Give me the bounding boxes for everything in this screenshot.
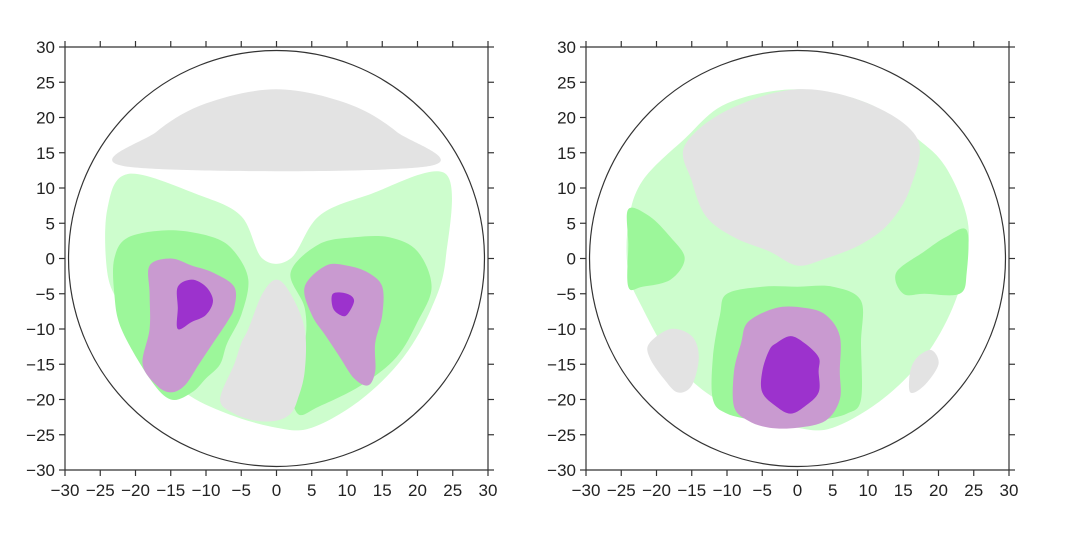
y-tick-label: −5	[36, 285, 55, 304]
y-tick-label: 0	[46, 250, 55, 269]
contour-region-level-0	[220, 279, 307, 422]
x-tick-label: −10	[192, 481, 221, 500]
x-tick-label: −30	[572, 481, 601, 500]
x-tick-label: 5	[307, 481, 316, 500]
x-tick-label: −10	[713, 481, 742, 500]
y-tick-label: 10	[36, 179, 55, 198]
y-tick-label: 10	[557, 179, 576, 198]
head-outline	[588, 49, 1007, 468]
y-tick-label: −10	[26, 320, 55, 339]
contour-region-level-0	[908, 349, 939, 394]
x-tick-label: 25	[964, 481, 983, 500]
y-tick-label: 25	[36, 73, 55, 92]
x-tick-label: −25	[607, 481, 636, 500]
y-tick-label: 5	[46, 214, 55, 233]
contour-region-level-0	[112, 89, 441, 172]
y-tick-label: −5	[557, 285, 576, 304]
contour-region-level-3	[304, 263, 384, 386]
x-tick-label: 30	[1000, 481, 1019, 500]
y-tick-label: 20	[36, 109, 55, 128]
x-tick-label: −5	[232, 481, 251, 500]
y-tick-label: −15	[26, 355, 55, 374]
y-tick-label: −20	[26, 391, 55, 410]
x-tick-label: 20	[929, 481, 948, 500]
y-tick-label: −30	[547, 461, 576, 480]
x-tick-label: −20	[642, 481, 671, 500]
x-tick-label: 25	[443, 481, 462, 500]
y-tick-label: 30	[36, 38, 55, 57]
x-tick-label: −15	[156, 481, 185, 500]
x-tick-label: 15	[894, 481, 913, 500]
y-tick-label: 20	[557, 109, 576, 128]
y-tick-label: 25	[557, 73, 576, 92]
x-tick-label: −5	[753, 481, 772, 500]
x-tick-label: −25	[86, 481, 115, 500]
x-tick-label: −20	[121, 481, 150, 500]
x-tick-label: 10	[859, 481, 878, 500]
contour-fills	[626, 89, 969, 431]
y-tick-label: 15	[557, 144, 576, 163]
y-tick-label: −20	[547, 391, 576, 410]
y-tick-label: 0	[567, 250, 576, 269]
y-tick-label: 5	[567, 214, 576, 233]
x-tick-label: 20	[408, 481, 427, 500]
x-tick-label: 0	[272, 481, 281, 500]
x-tick-label: 0	[793, 481, 802, 500]
y-tick-label: 30	[557, 38, 576, 57]
left-topo-map: −30 −25 −20 −15 −10 −5 0 5 10 15 20 25 30 30 25 20 15 10 5…	[26, 38, 497, 500]
x-tick-label: 30	[479, 481, 498, 500]
contour-region-level-2	[626, 207, 685, 291]
contour-region-level-2	[895, 228, 969, 296]
contour-region-level-0	[682, 89, 920, 266]
contour-region-level-0	[647, 328, 699, 393]
x-tick-label: 5	[828, 481, 837, 500]
x-tick-label: −30	[51, 481, 80, 500]
y-tick-label: −30	[26, 461, 55, 480]
y-tick-label: −15	[547, 355, 576, 374]
right-topo-map: −30 −25 −20 −15 −10 −5 0 5 10 15 20 25 30 30 25 20 15 10 5…	[547, 38, 1018, 500]
y-tick-label: −25	[26, 426, 55, 445]
contour-fills	[105, 89, 452, 431]
x-tick-label: 10	[338, 481, 357, 500]
contour-region-level-4	[176, 279, 213, 330]
y-tick-label: 15	[36, 144, 55, 163]
head-outline	[67, 49, 486, 468]
y-tick-label: −10	[547, 320, 576, 339]
y-tick-label: −25	[547, 426, 576, 445]
contour-region-level-4	[760, 336, 820, 414]
contour-region-level-3	[142, 258, 237, 393]
contour-region-level-4	[331, 292, 355, 317]
x-tick-label: 15	[373, 481, 392, 500]
x-tick-label: −15	[677, 481, 706, 500]
